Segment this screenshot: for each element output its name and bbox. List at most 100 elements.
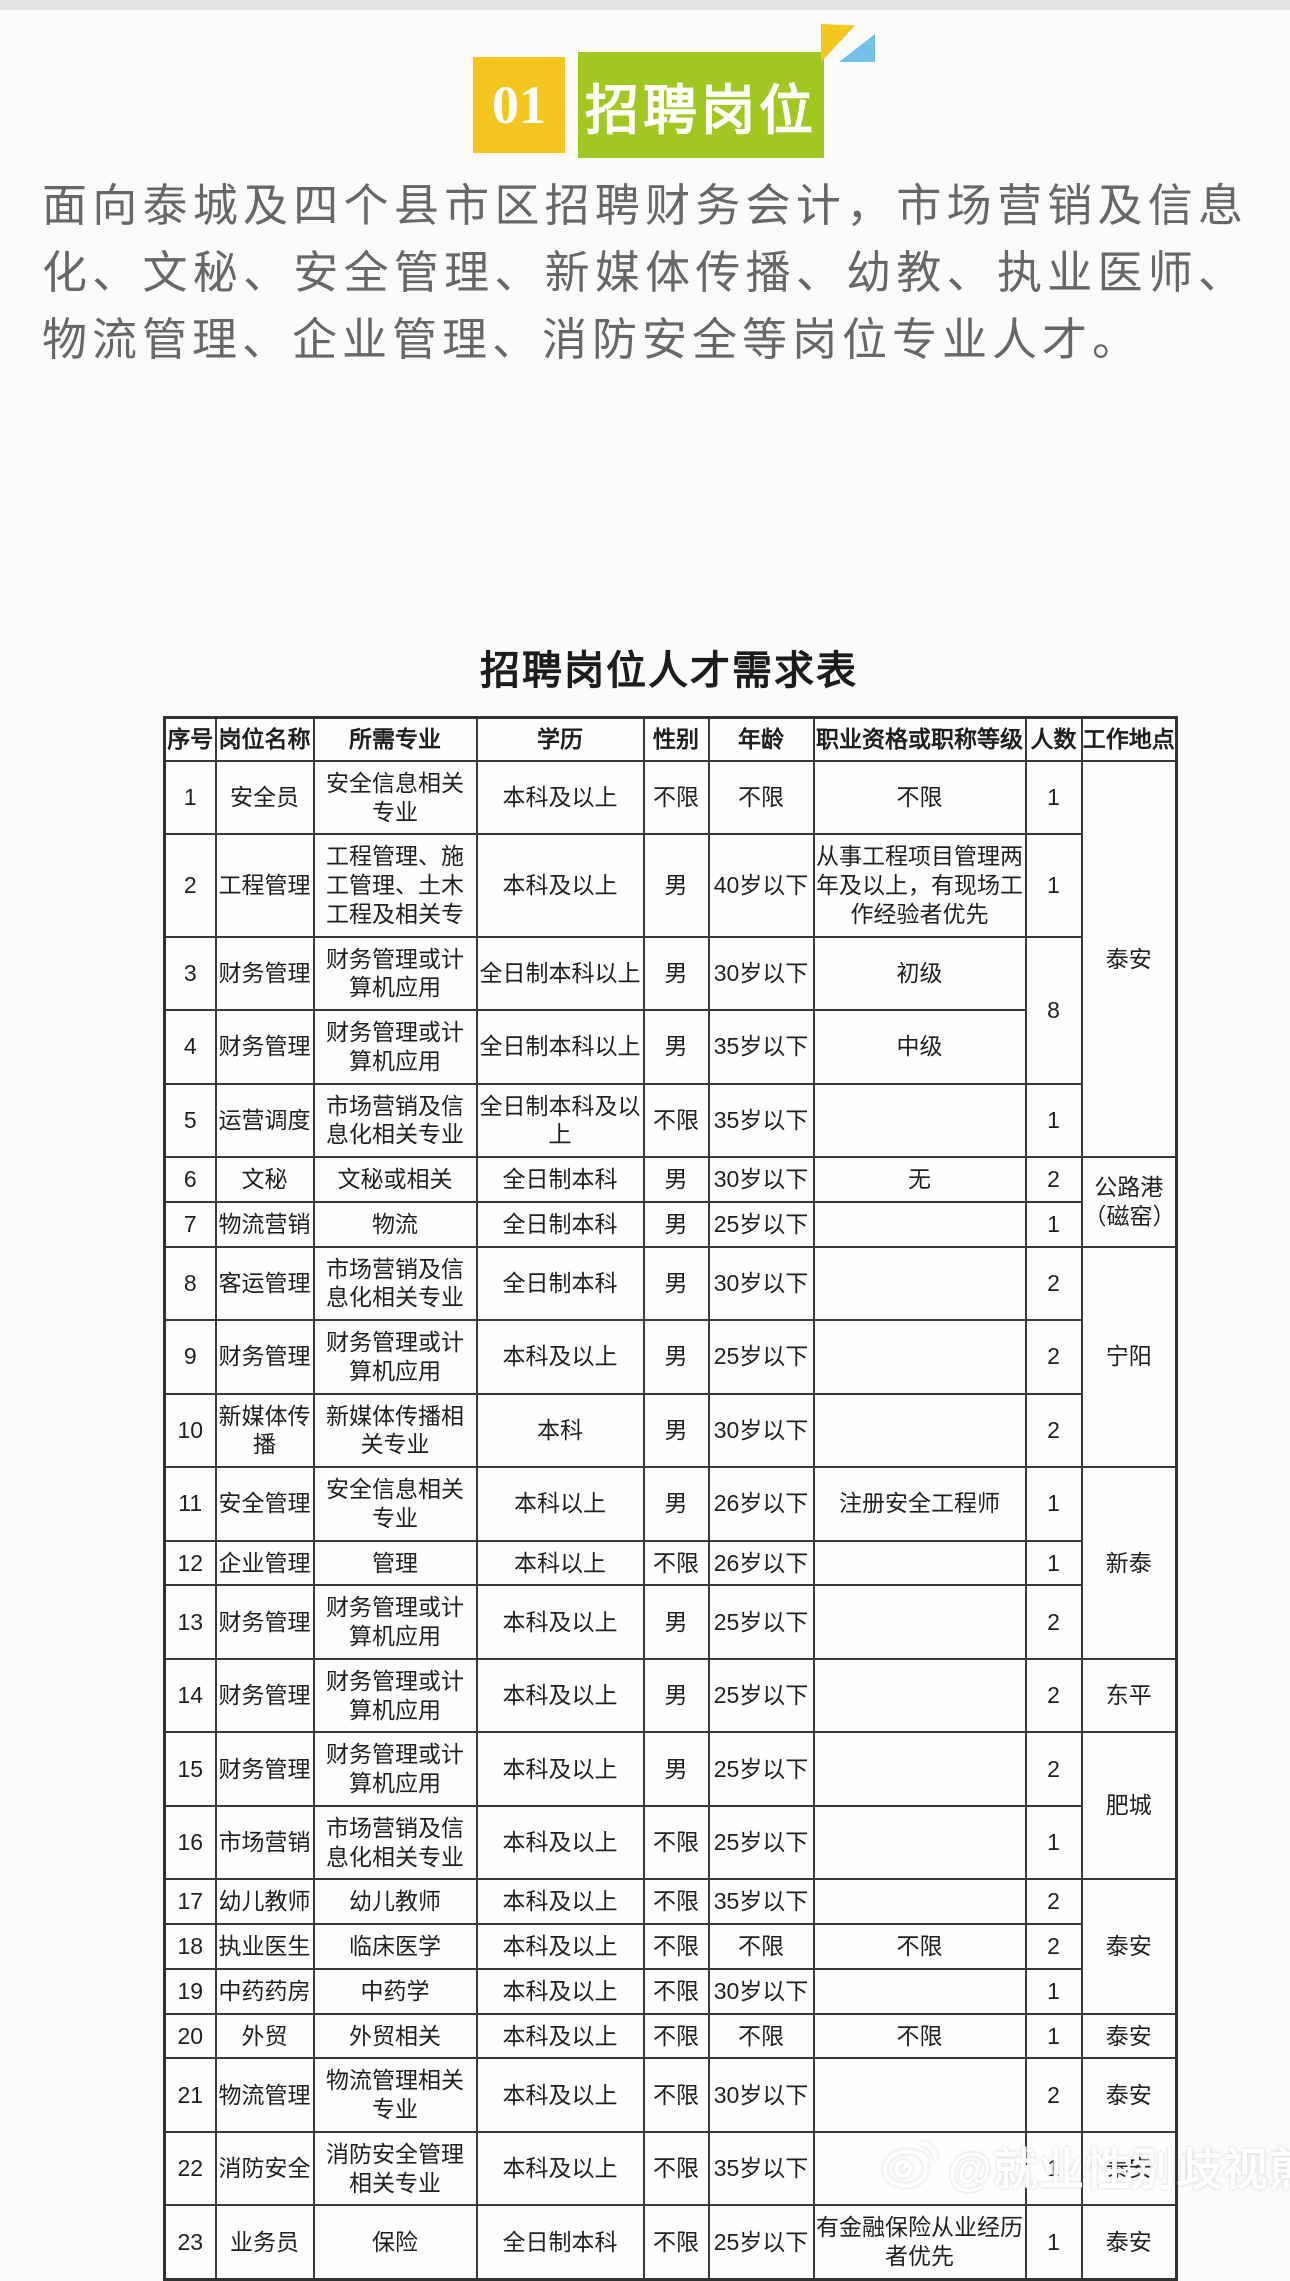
table-row: 9 财务管理 财务管理或计算机应用 本科及以上男 25岁以下 2 [163, 1319, 1177, 1395]
cell-count: 8 [1024, 935, 1083, 1085]
cell-gender: 男 [642, 1156, 710, 1203]
cell-count: 2 [1024, 1657, 1083, 1734]
cell-qual [812, 1967, 1027, 2015]
cell-qual: 初级 [812, 935, 1027, 1011]
cell-gender: 男 [642, 833, 710, 938]
cell-age: 30岁以下 [707, 2057, 815, 2133]
cell-qual [812, 1657, 1027, 1734]
cell-qual: 从事工程项目管理两年及以上，有现场工作经验者优先 [812, 833, 1027, 938]
cell-qual: 不限 [812, 759, 1027, 836]
watermark-text: @就业性别歧视煎茶队 [948, 2143, 1290, 2195]
cell-education: 本科及以上 [475, 1731, 645, 1807]
cell-location: 泰安 [1080, 2130, 1178, 2207]
cell-no: 4 [163, 1009, 217, 1085]
cell-location: 宁阳 [1080, 1245, 1178, 1468]
cell-age: 35岁以下 [707, 1878, 815, 1925]
cell-no: 22 [163, 2130, 217, 2207]
cell-age: 30岁以下 [707, 935, 815, 1011]
header-cell: 序号 [163, 716, 217, 762]
cell-qual: 有金融保险从业经历者优先 [812, 2204, 1027, 2281]
cell-qual: 不限 [812, 2012, 1027, 2060]
cell-qual [812, 1082, 1027, 1158]
top-divider [0, 0, 1290, 10]
cell-major: 物流管理相关专业 [312, 2057, 478, 2133]
cell-gender: 不限 [642, 2130, 710, 2207]
cell-no: 2 [163, 833, 217, 938]
cell-gender: 不限 [642, 1539, 710, 1587]
cell-major: 安全信息相关专业 [312, 1466, 478, 1542]
cell-no: 16 [163, 1804, 217, 1881]
cell-education: 本科及以上 [475, 1319, 645, 1395]
header-cell: 职业资格或职称等级 [812, 716, 1027, 762]
cell-location: 泰安 [1080, 2012, 1178, 2060]
cell-gender: 男 [642, 1392, 710, 1468]
cell-age: 25岁以下 [707, 2204, 815, 2281]
cell-qual [812, 1200, 1027, 1248]
cell-education: 全日制本科 [475, 1245, 645, 1321]
section-title: 招聘岗位 [578, 52, 824, 158]
cell-position: 工程管理 [214, 833, 315, 938]
cell-education: 全日制本科及以上 [475, 1082, 645, 1158]
cell-location: 泰安 [1080, 2057, 1178, 2133]
cell-major: 财务管理或计算机应用 [312, 1584, 478, 1660]
cell-count: 2 [1024, 1392, 1083, 1468]
cell-no: 23 [163, 2204, 217, 2281]
cell-gender: 不限 [642, 1967, 710, 2015]
cell-age: 不限 [707, 1923, 815, 1970]
cell-education: 本科及以上 [475, 1584, 645, 1660]
cell-gender: 不限 [642, 1923, 710, 1970]
cell-count: 1 [1024, 833, 1083, 938]
cell-qual [812, 1804, 1027, 1881]
cell-education: 全日制本科以上 [475, 1009, 645, 1085]
cell-no: 8 [163, 1245, 217, 1321]
cell-no: 20 [163, 2012, 217, 2060]
table-row: 8 客运管理 市场营销及信息化相关专业 全日制本科男 30岁以下 2 宁阳 [163, 1245, 1178, 1468]
cell-position: 新媒体传播 [214, 1392, 315, 1468]
cell-age: 不限 [707, 759, 815, 836]
corner-triangle-blue-icon [839, 34, 875, 62]
cell-education: 本科及以上 [475, 2012, 645, 2060]
cell-major: 消防安全管理相关专业 [312, 2130, 478, 2207]
cell-position: 消防安全 [214, 2130, 315, 2207]
table-row: 21 物流管理 物流管理相关专业 本科及以上 不限 30岁以下 2 泰安 [163, 2057, 1178, 2133]
cell-major: 管理 [312, 1539, 478, 1587]
cell-position: 财务管理 [214, 935, 315, 1011]
cell-no: 5 [163, 1082, 217, 1158]
cell-major: 物流 [312, 1200, 478, 1248]
cell-age: 35岁以下 [707, 1082, 815, 1158]
cell-no: 13 [163, 1584, 217, 1660]
cell-major: 外贸相关 [312, 2012, 478, 2060]
requirements-table: 序号 岗位名称 所需专业 学历 性别 年龄 职业资格或职称等级 人数 工作地点 1 安全员 安全信息… [163, 716, 1178, 2281]
cell-age: 25岁以下 [707, 1804, 815, 1881]
header-cell: 年龄 [707, 716, 815, 762]
cell-no: 19 [163, 1967, 217, 2015]
cell-major: 市场营销及信息化相关专业 [312, 1804, 478, 1881]
cell-position: 文秘 [214, 1156, 315, 1203]
cell-position: 幼儿教师 [214, 1878, 315, 1925]
cell-position: 市场营销 [214, 1804, 315, 1881]
cell-gender: 不限 [642, 1082, 710, 1158]
cell-gender: 不限 [642, 1878, 710, 1925]
table-title: 招聘岗位人才需求表 [480, 649, 858, 693]
cell-qual [812, 1584, 1027, 1660]
cell-count: 1 [1024, 1804, 1083, 1881]
cell-count: 2 [1024, 1156, 1083, 1203]
cell-no: 10 [163, 1392, 217, 1468]
cell-major: 财务管理或计算机应用 [312, 1319, 478, 1395]
cell-education: 本科及以上 [475, 1967, 645, 2015]
table-row: 11 安全管理 安全信息相关专业 本科以上男 26岁以下 注册安全工程师 1 新泰 [163, 1466, 1178, 1660]
cell-major: 中药学 [312, 1967, 478, 2015]
cell-age: 30岁以下 [707, 1392, 815, 1468]
cell-count: 1 [1024, 2204, 1083, 2281]
cell-major: 财务管理或计算机应用 [312, 1657, 478, 1734]
cell-age: 26岁以下 [707, 1466, 815, 1542]
cell-education: 本科及以上 [475, 2130, 645, 2207]
cell-no: 18 [163, 1923, 217, 1970]
cell-position: 财务管理 [214, 1584, 315, 1660]
cell-position: 物流管理 [214, 2057, 315, 2133]
cell-qual [812, 2057, 1027, 2133]
cell-no: 9 [163, 1319, 217, 1395]
cell-position: 财务管理 [214, 1657, 315, 1734]
table-row: 12 企业管理 管理 本科以上 不限 26岁以下 1 [163, 1539, 1177, 1587]
cell-position: 安全员 [214, 759, 315, 836]
